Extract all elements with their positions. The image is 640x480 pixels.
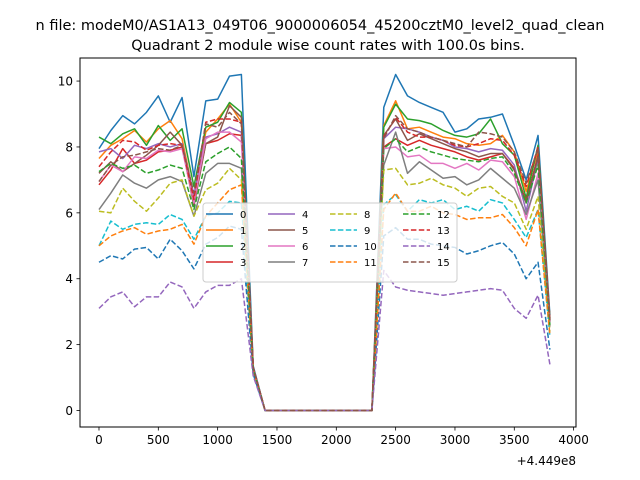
x-tick-label: 4000 xyxy=(558,433,589,447)
x-tick-label: 1500 xyxy=(262,433,293,447)
series-lines xyxy=(98,73,551,412)
series-line-9 xyxy=(98,193,551,412)
legend-label-7: 7 xyxy=(302,258,308,269)
legend-label-11: 11 xyxy=(364,258,377,269)
x-tick-label: 3000 xyxy=(440,433,471,447)
legend-label-1: 1 xyxy=(240,226,246,237)
y-tick-label: 10 xyxy=(58,75,73,89)
x-tick-label: 2000 xyxy=(321,433,352,447)
x-offset-label: +4.449e8 xyxy=(517,454,576,468)
chart-title: Quadrant 2 module wise count rates with … xyxy=(131,38,525,54)
y-tick-label: 4 xyxy=(65,272,73,286)
figure-suptitle: n file: modeM0/AS1A13_049T06_9000006054_… xyxy=(36,18,605,34)
x-tick-label: 1000 xyxy=(202,433,233,447)
y-axis: 0 2 4 6 8 10 xyxy=(58,75,80,418)
legend-label-10: 10 xyxy=(364,242,377,253)
y-tick-label: 6 xyxy=(65,206,73,220)
y-tick-label: 2 xyxy=(65,338,73,352)
legend-label-6: 6 xyxy=(302,242,308,253)
legend-label-3: 3 xyxy=(240,258,246,269)
y-tick-label: 0 xyxy=(65,404,73,418)
series-line-15 xyxy=(98,111,551,412)
x-tick-label: 2500 xyxy=(380,433,411,447)
x-tick-label: 500 xyxy=(147,433,170,447)
legend-label-4: 4 xyxy=(302,210,308,221)
legend-label-5: 5 xyxy=(302,226,308,237)
x-tick-label: 3500 xyxy=(499,433,530,447)
y-tick-label: 8 xyxy=(65,140,73,154)
legend-box xyxy=(202,202,458,283)
legend-label-15: 15 xyxy=(437,258,450,269)
legend-label-0: 0 xyxy=(240,210,246,221)
series-line-11 xyxy=(98,184,551,412)
plot-frame xyxy=(79,57,577,428)
x-axis: 0 500 1000 1500 2000 2500 3000 3500 4000 xyxy=(95,427,589,447)
x-tick-label: 0 xyxy=(95,433,103,447)
legend-label-14: 14 xyxy=(437,242,450,253)
legend-label-8: 8 xyxy=(364,210,370,221)
series-line-14 xyxy=(98,269,551,412)
legend-label-12: 12 xyxy=(437,210,450,221)
legend-label-13: 13 xyxy=(437,226,450,237)
legend-label-2: 2 xyxy=(240,242,246,253)
legend-label-9: 9 xyxy=(364,226,370,237)
